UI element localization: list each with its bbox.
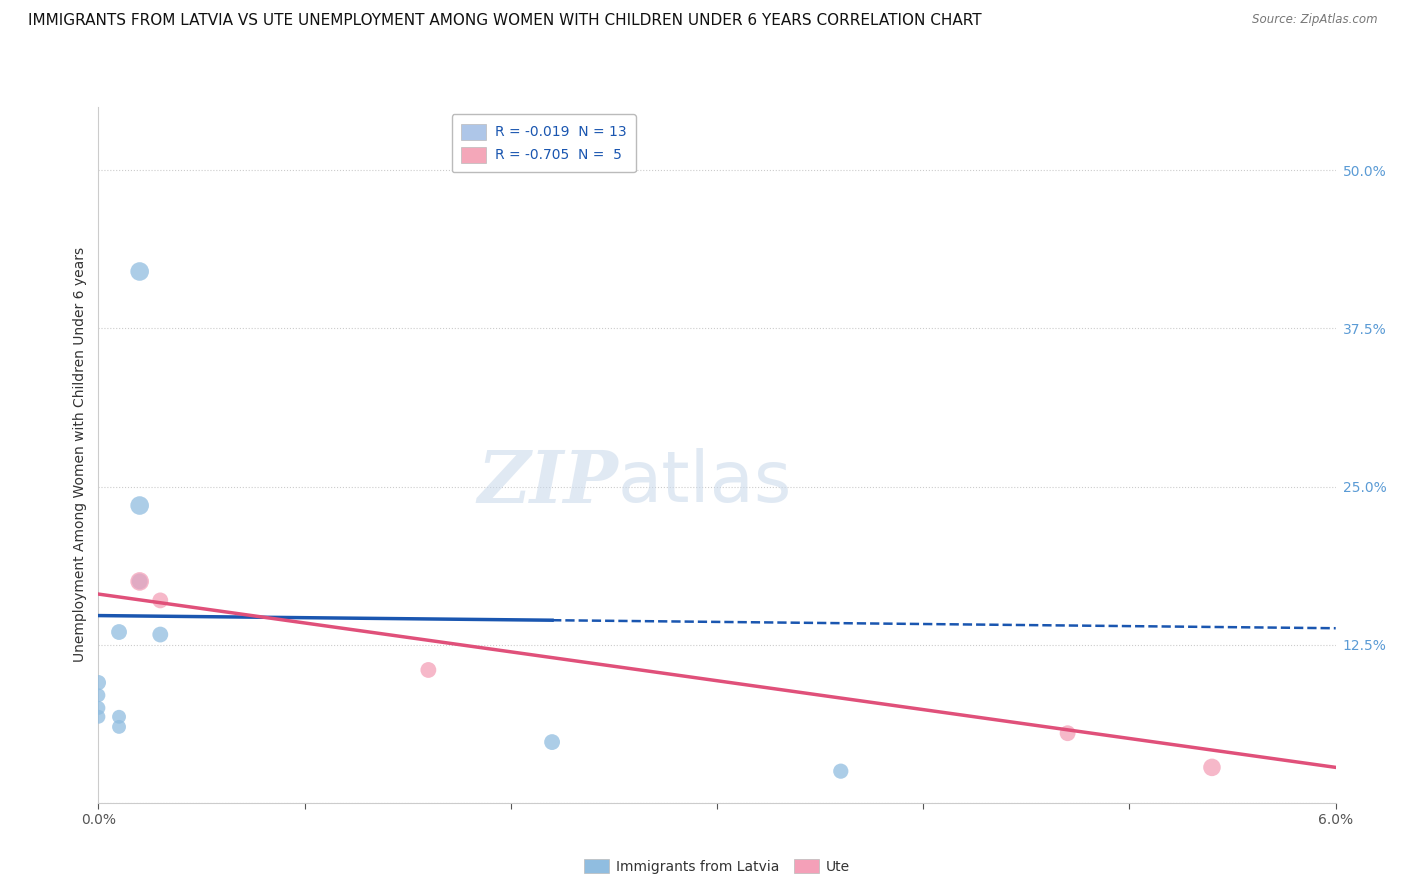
Point bbox=[128, 574, 150, 589]
Text: Source: ZipAtlas.com: Source: ZipAtlas.com bbox=[1253, 13, 1378, 27]
Text: atlas: atlas bbox=[619, 449, 793, 517]
Point bbox=[108, 720, 131, 734]
Point bbox=[830, 764, 852, 779]
Point bbox=[87, 688, 110, 702]
Point bbox=[128, 574, 150, 589]
Text: ZIP: ZIP bbox=[477, 447, 619, 518]
Point bbox=[108, 625, 131, 640]
Point bbox=[1201, 760, 1223, 774]
Legend: Immigrants from Latvia, Ute: Immigrants from Latvia, Ute bbox=[579, 854, 855, 880]
Text: IMMIGRANTS FROM LATVIA VS UTE UNEMPLOYMENT AMONG WOMEN WITH CHILDREN UNDER 6 YEA: IMMIGRANTS FROM LATVIA VS UTE UNEMPLOYME… bbox=[28, 13, 981, 29]
Point bbox=[1056, 726, 1078, 740]
Point bbox=[541, 735, 564, 749]
Point bbox=[149, 593, 172, 607]
Point bbox=[128, 264, 150, 278]
Point bbox=[87, 675, 110, 690]
Point bbox=[87, 701, 110, 715]
Point bbox=[128, 499, 150, 513]
Point bbox=[87, 710, 110, 724]
Point bbox=[108, 710, 131, 724]
Y-axis label: Unemployment Among Women with Children Under 6 years: Unemployment Among Women with Children U… bbox=[73, 247, 87, 663]
Point bbox=[418, 663, 440, 677]
Point bbox=[149, 627, 172, 641]
